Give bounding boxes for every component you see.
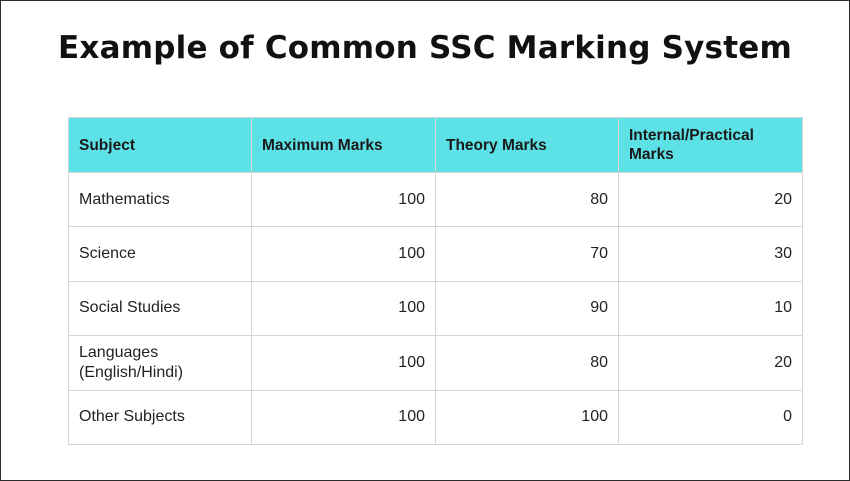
marking-table: Subject Maximum Marks Theory Marks Inter… [68, 117, 803, 445]
cell-subject: Mathematics [68, 171, 252, 228]
table-header-row: Subject Maximum Marks Theory Marks Inter… [68, 117, 803, 173]
cell-internal-marks: 20 [618, 171, 803, 228]
cell-theory-marks: 80 [435, 171, 619, 228]
cell-theory-marks: 70 [435, 226, 619, 282]
cell-maximum-marks: 100 [251, 280, 436, 337]
cell-subject: Social Studies [68, 280, 252, 337]
cell-internal-marks: 0 [618, 389, 803, 445]
page-title: Example of Common SSC Marking System [58, 30, 792, 66]
cell-internal-marks: 10 [618, 280, 803, 337]
cell-theory-marks: 90 [435, 280, 619, 337]
cell-internal-marks: 30 [618, 226, 803, 282]
cell-theory-marks: 100 [435, 389, 619, 445]
header-maximum-marks: Maximum Marks [251, 117, 436, 173]
cell-theory-marks: 80 [435, 335, 619, 391]
table-row: Science 100 70 30 [68, 226, 803, 282]
header-theory-marks: Theory Marks [435, 117, 619, 173]
cell-maximum-marks: 100 [251, 226, 436, 282]
table-row: Languages (English/Hindi) 100 80 20 [68, 335, 803, 391]
cell-maximum-marks: 100 [251, 171, 436, 228]
cell-maximum-marks: 100 [251, 389, 436, 445]
cell-internal-marks: 20 [618, 335, 803, 391]
table-row: Other Subjects 100 100 0 [68, 389, 803, 445]
header-subject: Subject [68, 117, 252, 173]
header-internal-practical-marks: Internal/Practical Marks [618, 117, 803, 173]
cell-subject: Other Subjects [68, 389, 252, 445]
cell-maximum-marks: 100 [251, 335, 436, 391]
cell-subject: Science [68, 226, 252, 282]
table-row: Mathematics 100 80 20 [68, 171, 803, 228]
table-row: Social Studies 100 90 10 [68, 280, 803, 337]
cell-subject: Languages (English/Hindi) [68, 335, 252, 391]
